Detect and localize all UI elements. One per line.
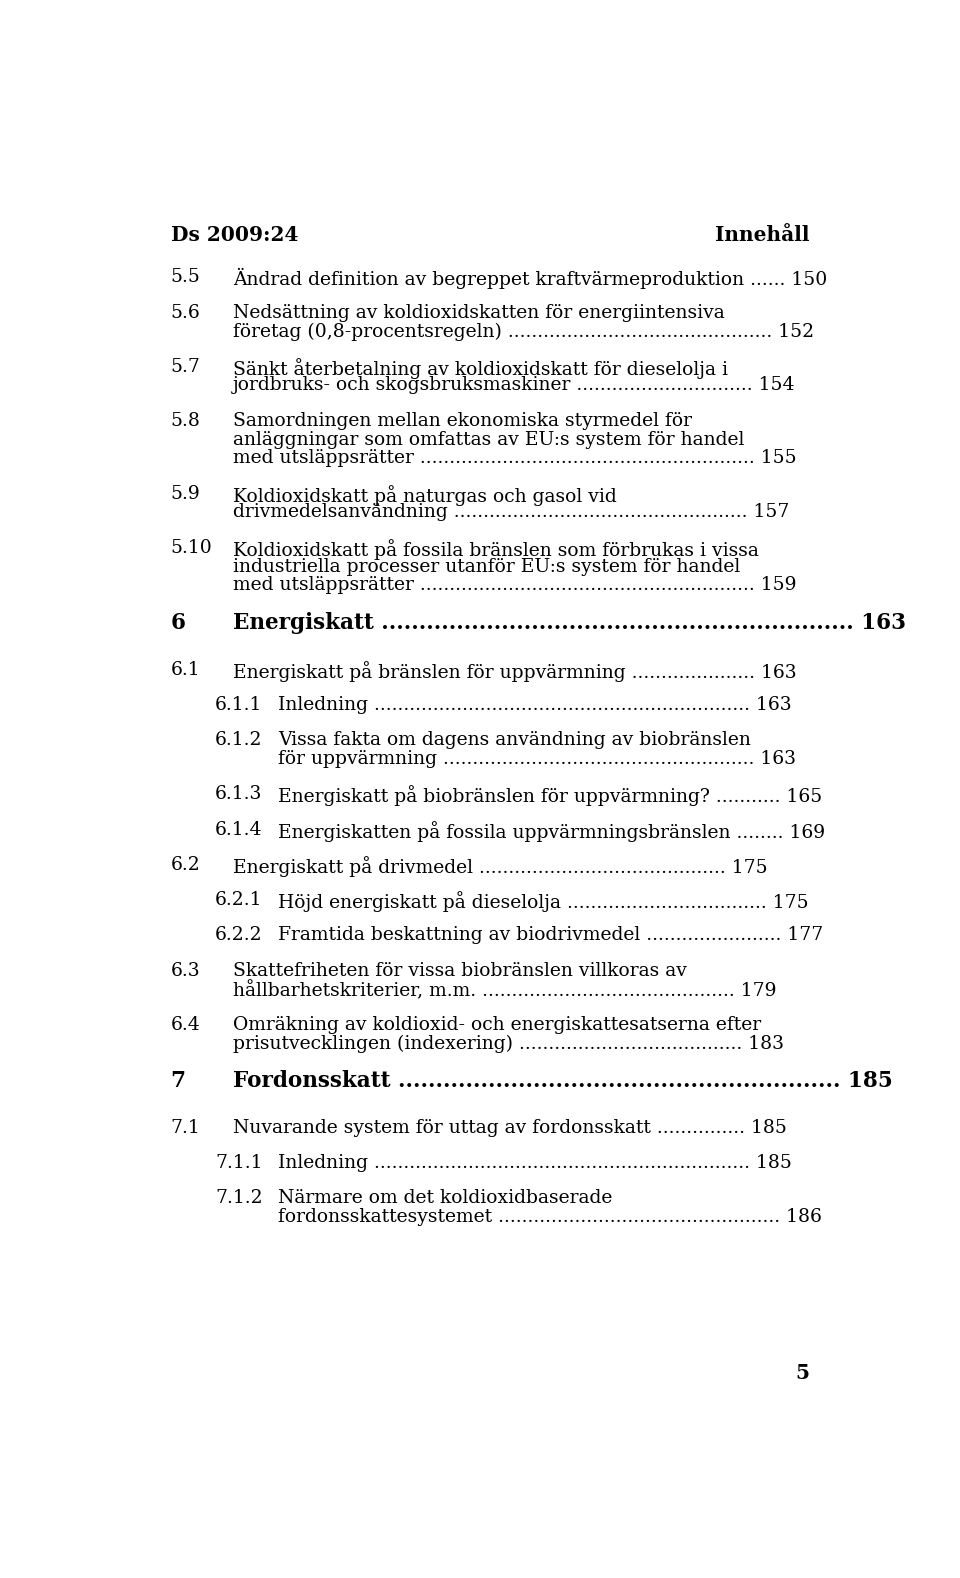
Text: Ds 2009:24: Ds 2009:24 — [171, 224, 299, 245]
Text: 7.1.1: 7.1.1 — [215, 1154, 263, 1172]
Text: anläggningar som omfattas av EU:s system för handel: anläggningar som omfattas av EU:s system… — [233, 431, 744, 448]
Text: företag (0,8-procentsregeln) ............................................. 152: företag (0,8-procentsregeln) ...........… — [233, 322, 814, 341]
Text: Höjd energiskatt på dieselolja .................................. 175: Höjd energiskatt på dieselolja .........… — [277, 892, 808, 912]
Text: Nedsättning av koldioxidskatten för energiintensiva: Nedsättning av koldioxidskatten för ener… — [233, 303, 725, 322]
Text: 5: 5 — [796, 1362, 809, 1382]
Text: Fordonsskatt ........................................................... 185: Fordonsskatt ...........................… — [233, 1070, 893, 1092]
Text: 6.2.1: 6.2.1 — [215, 892, 263, 909]
Text: Skattefriheten för vissa biobränslen villkoras av: Skattefriheten för vissa biobränslen vil… — [233, 961, 687, 980]
Text: med utsläppsrätter ......................................................... 155: med utsläppsrätter .....................… — [233, 450, 797, 467]
Text: 5.7: 5.7 — [171, 358, 201, 376]
Text: 7: 7 — [171, 1070, 185, 1092]
Text: 5.6: 5.6 — [171, 303, 201, 322]
Text: Energiskatten på fossila uppvärmningsbränslen ........ 169: Energiskatten på fossila uppvärmningsbrä… — [277, 821, 825, 841]
Text: Vissa fakta om dagens användning av biobränslen: Vissa fakta om dagens användning av biob… — [277, 731, 751, 750]
Text: Energiskatt ............................................................... 163: Energiskatt ............................… — [233, 612, 906, 634]
Text: Samordningen mellan ekonomiska styrmedel för: Samordningen mellan ekonomiska styrmedel… — [233, 412, 692, 429]
Text: med utsläppsrätter ......................................................... 159: med utsläppsrätter .....................… — [233, 576, 797, 595]
Text: Energiskatt på drivmedel .......................................... 175: Energiskatt på drivmedel ...............… — [233, 855, 768, 877]
Text: Koldioxidskatt på naturgas och gasol vid: Koldioxidskatt på naturgas och gasol vid — [233, 484, 617, 505]
Text: Inledning ................................................................ 163: Inledning ..............................… — [277, 696, 791, 713]
Text: jordbruks- och skogsbruksmaskiner .............................. 154: jordbruks- och skogsbruksmaskiner ......… — [233, 377, 796, 394]
Text: 6.1.4: 6.1.4 — [215, 821, 263, 838]
Text: Inledning ................................................................ 185: Inledning ..............................… — [277, 1154, 792, 1172]
Text: fordonsskattesystemet ................................................ 186: fordonsskattesystemet ..................… — [277, 1209, 822, 1226]
Text: Energiskatt på bränslen för uppvärmning ..................... 163: Energiskatt på bränslen för uppvärmning … — [233, 661, 797, 682]
Text: Nuvarande system för uttag av fordonsskatt ............... 185: Nuvarande system för uttag av fordonsska… — [233, 1119, 787, 1136]
Text: för uppvärmning ..................................................... 163: för uppvärmning ........................… — [277, 750, 796, 768]
Text: 5.9: 5.9 — [171, 484, 201, 503]
Text: 5.5: 5.5 — [171, 268, 201, 286]
Text: Ändrad definition av begreppet kraftvärmeproduktion ...... 150: Ändrad definition av begreppet kraftvärm… — [233, 268, 828, 289]
Text: prisutvecklingen (indexering) ...................................... 183: prisutvecklingen (indexering) ..........… — [233, 1035, 784, 1053]
Text: 5.10: 5.10 — [171, 538, 212, 557]
Text: 7.1: 7.1 — [171, 1119, 201, 1136]
Text: 6.3: 6.3 — [171, 961, 201, 980]
Text: 5.8: 5.8 — [171, 412, 201, 429]
Text: Framtida beskattning av biodrivmedel ....................... 177: Framtida beskattning av biodrivmedel ...… — [277, 926, 823, 944]
Text: 6: 6 — [171, 612, 185, 634]
Text: 6.1.2: 6.1.2 — [215, 731, 263, 750]
Text: Innehåll: Innehåll — [715, 224, 809, 245]
Text: Omräkning av koldioxid- och energiskattesatserna efter: Omräkning av koldioxid- och energiskatte… — [233, 1016, 761, 1034]
Text: 7.1.2: 7.1.2 — [215, 1190, 263, 1207]
Text: hållbarhetskriterier, m.m. ........................................... 179: hållbarhetskriterier, m.m. .............… — [233, 980, 777, 1000]
Text: 6.1.3: 6.1.3 — [215, 786, 263, 803]
Text: industriella processer utanför EU:s system för handel: industriella processer utanför EU:s syst… — [233, 557, 740, 576]
Text: 6.4: 6.4 — [171, 1016, 201, 1034]
Text: Närmare om det koldioxidbaserade: Närmare om det koldioxidbaserade — [277, 1190, 612, 1207]
Text: 6.2: 6.2 — [171, 855, 201, 874]
Text: Koldioxidskatt på fossila bränslen som förbrukas i vissa: Koldioxidskatt på fossila bränslen som f… — [233, 538, 759, 560]
Text: 6.1.1: 6.1.1 — [215, 696, 263, 713]
Text: 6.2.2: 6.2.2 — [215, 926, 263, 944]
Text: Energiskatt på biobränslen för uppvärmning? ........... 165: Energiskatt på biobränslen för uppvärmni… — [277, 786, 822, 806]
Text: 6.1: 6.1 — [171, 661, 201, 679]
Text: drivmedelsanvändning .................................................. 157: drivmedelsanvändning ...................… — [233, 503, 789, 521]
Text: Sänkt återbetalning av koldioxidskatt för dieselolja i: Sänkt återbetalning av koldioxidskatt fö… — [233, 358, 728, 379]
